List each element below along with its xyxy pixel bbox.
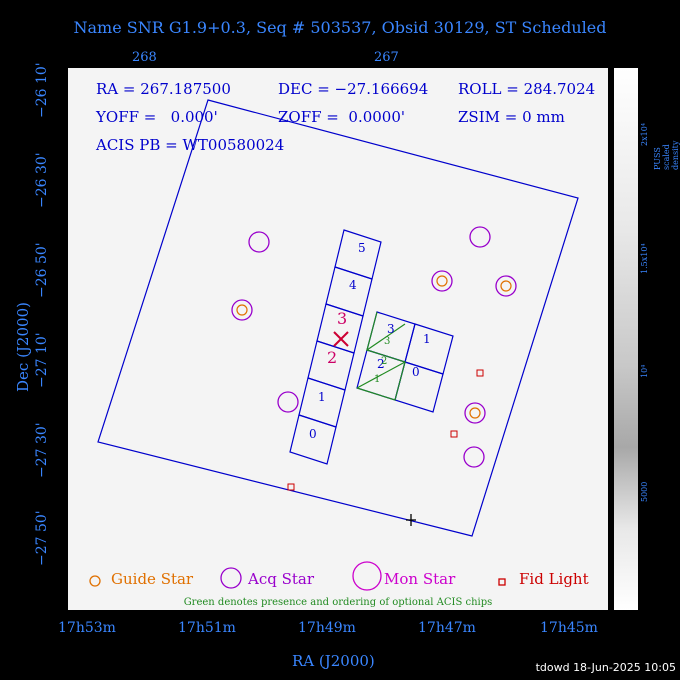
chip-label-l4: 4 — [349, 278, 357, 292]
dec-tick-3: −26 50' — [34, 242, 50, 298]
dec-tick-1: −26 10' — [34, 62, 50, 118]
guide-star — [436, 275, 448, 287]
chip-label-r1: 1 — [423, 332, 431, 346]
chip-label-l5: 5 — [358, 241, 366, 255]
dec-axis-label: Dec (J2000) — [14, 302, 32, 392]
fid-light — [287, 483, 295, 491]
optional-chip-3: 3 — [384, 336, 390, 347]
aimpoint-marker — [333, 331, 349, 347]
ra-tick-1: 17h53m — [58, 620, 116, 636]
dec-tick-4: −27 10' — [34, 332, 50, 388]
acq-star — [469, 226, 491, 248]
legend-acq-label: Acq Star — [248, 570, 315, 588]
legend-note: Green denotes presence and ordering of o… — [183, 597, 493, 608]
acq-star — [231, 299, 253, 321]
chip-label-r3: 3 — [387, 322, 395, 336]
dec-tick-6: −27 50' — [34, 510, 50, 566]
ra-tick-4: 17h47m — [418, 620, 476, 636]
acq-star — [248, 231, 270, 253]
star-field-plot: 5 4 1 0 3 1 2 0 3 2 3 2 1 — [68, 68, 608, 610]
chip-label-r2: 2 — [377, 357, 385, 371]
top-tick-267: 267 — [374, 50, 399, 65]
info-roll: ROLL = 284.7024 — [458, 80, 596, 98]
chip-label-l1: 1 — [318, 390, 326, 404]
ra-tick-5: 17h45m — [540, 620, 598, 636]
colorbar — [614, 68, 638, 610]
ra-tick-3: 17h49m — [298, 620, 356, 636]
ra-axis-label: RA (J2000) — [292, 652, 375, 670]
dec-tick-5: −27 30' — [34, 422, 50, 478]
colorbar-title: PUSS scaled density — [653, 140, 680, 170]
acq-star — [495, 275, 517, 297]
optional-chip-marks — [356, 311, 407, 401]
info-dec: DEC = −27.166694 — [278, 80, 429, 98]
guide-star — [469, 407, 481, 419]
chip-label-l2-aim: 2 — [327, 348, 337, 367]
info-ra: RA = 267.187500 — [96, 80, 231, 98]
colorbar-label-2e4: 2x10⁴ — [640, 123, 649, 146]
ra-tick-2: 17h51m — [178, 620, 236, 636]
colorbar-label-1-5e4: 1.5x10⁴ — [640, 243, 649, 274]
acq-star — [463, 446, 485, 468]
optional-chip-1: 1 — [374, 374, 380, 385]
legend-mon-label: Mon Star — [384, 570, 456, 588]
field-of-view-outline — [97, 99, 579, 537]
legend-guide-label: Guide Star — [111, 570, 194, 588]
colorbar-label-1e4: 10⁴ — [640, 364, 649, 378]
fid-light — [476, 369, 484, 377]
legend-symbols — [89, 561, 506, 591]
info-zoff: ZOFF = 0.0000' — [278, 108, 406, 126]
fid-light — [450, 430, 458, 438]
chip-label-l0: 0 — [309, 427, 317, 441]
info-acis: ACIS PB = WT00580024 — [96, 136, 285, 154]
guide-star — [500, 280, 512, 292]
bright-star — [406, 514, 416, 526]
acis-chip-column-left — [289, 229, 382, 465]
info-yoff: YOFF = 0.000' — [96, 108, 218, 126]
plot-title: Name SNR G1.9+0.3, Seq # 503537, Obsid 3… — [73, 18, 607, 37]
acq-star — [464, 402, 486, 424]
dec-tick-2: −26 30' — [34, 152, 50, 208]
guide-star — [236, 304, 248, 316]
legend-fid-label: Fid Light — [519, 570, 589, 588]
colorbar-label-5000: 5000 — [640, 481, 649, 502]
chip-label-r0: 0 — [412, 365, 420, 379]
chip-label-l3-aim: 3 — [337, 309, 347, 328]
field-overlay: 5 4 1 0 3 1 2 0 3 2 3 2 1 — [89, 99, 579, 591]
optional-chip-2: 2 — [381, 356, 387, 367]
top-tick-268: 268 — [132, 50, 157, 65]
acq-star — [431, 270, 453, 292]
timestamp: tdowd 18-Jun-2025 10:05 — [535, 661, 676, 674]
info-zsim: ZSIM = 0 mm — [458, 108, 565, 126]
acq-star — [277, 391, 299, 413]
